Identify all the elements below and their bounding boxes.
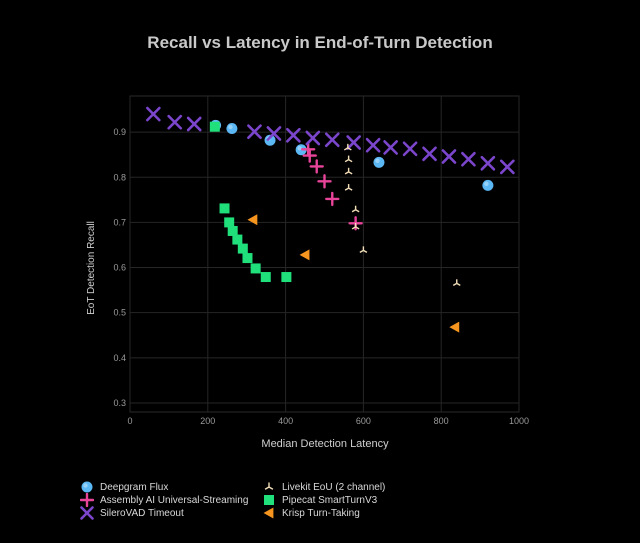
data-point [325, 191, 340, 207]
legend-item-krisp: Krisp Turn-Taking [262, 506, 360, 520]
data-point [441, 149, 457, 164]
y-tick-label: 0.9 [113, 127, 126, 137]
data-point [346, 135, 362, 150]
data-point [344, 167, 353, 175]
y-tick-label: 0.3 [113, 398, 126, 408]
y-tick-label: 0.6 [113, 263, 126, 273]
series-assembly-ai-universal-streaming [300, 142, 363, 231]
data-point [145, 106, 161, 122]
data-point [247, 124, 262, 140]
legend-item-deepgram-flux: Deepgram Flux [80, 480, 168, 494]
plus-legend-mark [80, 493, 94, 507]
y-tick-label: 0.5 [113, 308, 126, 318]
chart-title: Recall vs Latency in End-of-Turn Detecti… [147, 33, 492, 52]
data-point [250, 263, 261, 274]
data-point [247, 214, 258, 226]
axes: 0 200 400 600 800 1000 0.3 0.4 0.5 0.6 0.7 0.8 0.9 [113, 127, 529, 426]
data-point [383, 140, 398, 155]
data-point [305, 130, 321, 146]
x-axis-label: Median Detection Latency [261, 438, 389, 450]
data-point [286, 127, 301, 143]
x-tick-label: 1000 [509, 416, 529, 426]
data-point [237, 243, 248, 254]
data-point [351, 205, 360, 213]
data-point [224, 217, 235, 228]
data-point [452, 279, 461, 286]
triangle-left-legend-mark [263, 507, 274, 519]
data-point [242, 253, 253, 264]
circle-marker-icon [81, 481, 93, 493]
data-point [402, 141, 418, 157]
data-point [299, 249, 310, 261]
data-point [480, 155, 496, 171]
data-point [226, 123, 238, 135]
x-tick-label: 600 [356, 416, 371, 426]
series-livekit-eou-2-channel- [343, 143, 461, 286]
data-point [219, 203, 230, 214]
legend-item-assembly-ai: Assembly AI Universal-Streaming [80, 493, 248, 507]
legend-label: Assembly AI Universal-Streaming [100, 494, 249, 506]
data-point [260, 272, 271, 283]
triangle-left-marker-icon [263, 507, 274, 519]
data-point [482, 179, 494, 191]
legend-item-pipecat: Pipecat SmartTurnV3 [262, 493, 377, 507]
y-tick-label: 0.8 [113, 172, 126, 182]
data-point [209, 121, 220, 132]
data-point [461, 151, 476, 167]
data-point [300, 142, 316, 157]
data-point [422, 146, 437, 162]
data-point [365, 137, 381, 153]
data-point [317, 174, 332, 189]
plus-marker-icon [80, 493, 94, 507]
data-point [309, 159, 324, 174]
legend-item-silerovad: SileroVAD Timeout [80, 506, 184, 520]
circle-legend-mark [81, 481, 93, 493]
legend-item-livekit: Livekit EoU (2 channel) [262, 480, 385, 494]
legend-label: SileroVAD Timeout [100, 507, 184, 519]
data-point [499, 159, 515, 175]
square-legend-mark [264, 495, 274, 505]
legend-label: Pipecat SmartTurnV3 [282, 494, 378, 506]
data-point [324, 132, 340, 148]
data-marks [145, 106, 515, 333]
data-point [351, 222, 360, 230]
legend: Deepgram Flux Assembly AI Universal-Stre… [80, 480, 560, 524]
data-point [449, 321, 460, 333]
tri-marker-icon [264, 482, 274, 490]
y-axis-label: EoT Detection Recall [86, 221, 97, 315]
data-point [232, 234, 243, 245]
x-legend-mark [80, 506, 94, 520]
legend-label: Livekit EoU (2 channel) [282, 481, 386, 493]
x-tick-label: 400 [278, 416, 293, 426]
data-point [359, 246, 368, 254]
data-point [167, 114, 183, 130]
legend-label: Deepgram Flux [100, 481, 169, 493]
x-tick-label: 200 [200, 416, 215, 426]
plot-frame [129, 95, 520, 413]
data-point [344, 155, 353, 163]
x-tick-label: 0 [127, 416, 132, 426]
x-tick-label: 800 [434, 416, 449, 426]
x-marker-icon [80, 506, 94, 520]
series-pipecat-smartturnv3 [209, 121, 292, 283]
data-point [302, 148, 317, 163]
tri-legend-mark [264, 482, 274, 490]
data-point [227, 225, 238, 236]
series-krisp-turn-taking [247, 214, 460, 333]
y-tick-label: 0.7 [113, 217, 126, 227]
data-point [343, 143, 352, 151]
data-point [344, 184, 353, 191]
data-point [281, 272, 292, 283]
square-marker-icon [264, 495, 274, 505]
series-silerovad-timeout [145, 106, 515, 175]
data-point [373, 156, 385, 168]
data-point [266, 126, 282, 141]
y-tick-label: 0.4 [113, 353, 126, 363]
data-point [186, 116, 202, 132]
legend-label: Krisp Turn-Taking [282, 507, 360, 519]
grid [129, 95, 520, 413]
